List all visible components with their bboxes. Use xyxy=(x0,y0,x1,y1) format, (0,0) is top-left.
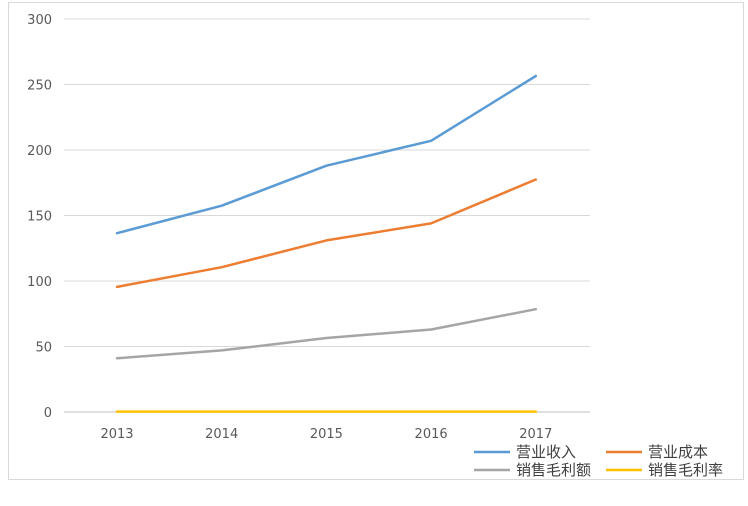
y-tick-label-200: 200 xyxy=(27,144,52,159)
x-axis-ticks: 2013 2014 2015 2016 2017 xyxy=(100,427,552,442)
series-line-2 xyxy=(115,178,538,289)
y-tick-label-0: 0 xyxy=(44,406,52,421)
y-axis-ticks: 0 50 100 150 200 250 300 xyxy=(27,13,52,421)
y-tick-label-150: 150 xyxy=(27,210,52,225)
legend-label-1: 营业收入 xyxy=(516,443,576,461)
x-tick-label-2016: 2016 xyxy=(415,427,448,442)
x-tick-label-2017: 2017 xyxy=(519,427,552,442)
chart-frame xyxy=(8,2,744,480)
y-tick-label-300: 300 xyxy=(27,13,52,28)
gridlines xyxy=(64,18,590,413)
y-tick-label-100: 100 xyxy=(27,275,52,290)
series-line-3 xyxy=(115,307,538,360)
y-tick-label-250: 250 xyxy=(27,79,52,94)
series-line-1 xyxy=(115,74,538,235)
y-tick-label-50: 50 xyxy=(35,341,52,356)
legend-label-4: 销售毛利率 xyxy=(648,461,723,479)
legend-label-2: 营业成本 xyxy=(648,443,708,461)
x-tick-label-2014: 2014 xyxy=(205,427,238,442)
x-tick-label-2015: 2015 xyxy=(310,427,343,442)
legend-label-3: 销售毛利额 xyxy=(516,461,591,479)
x-tick-label-2013: 2013 xyxy=(100,427,133,442)
series-lines xyxy=(115,74,538,413)
